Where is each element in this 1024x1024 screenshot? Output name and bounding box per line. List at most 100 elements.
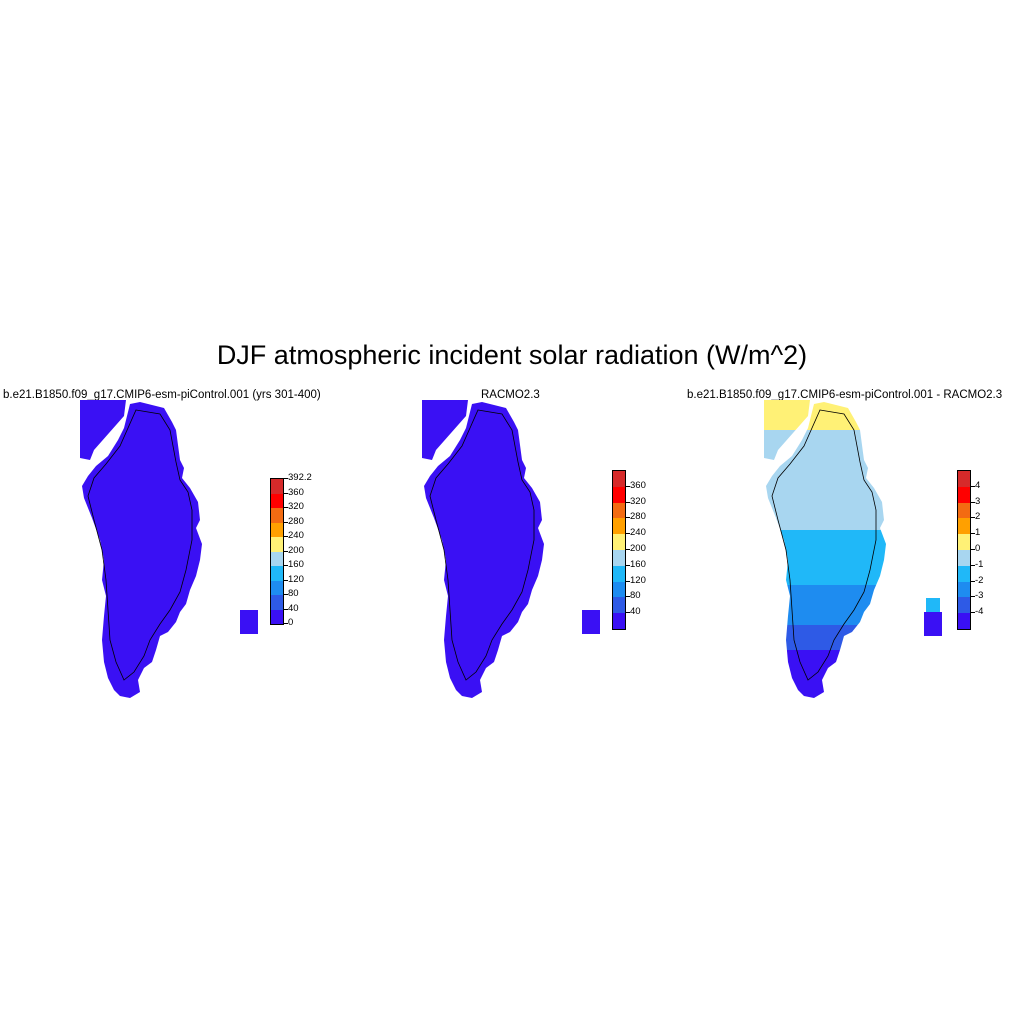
colorbar-tick-label: -3 — [975, 590, 984, 602]
colorbar-segment — [958, 581, 970, 598]
colorbar-segment — [271, 479, 283, 494]
colorbar-tick-label: 2 — [975, 511, 981, 523]
colorbar-tick — [971, 612, 975, 614]
coastline-racmo — [429, 409, 535, 681]
colorbar-tick — [626, 564, 630, 566]
greenland-map-racmo — [422, 400, 600, 698]
band-south — [764, 650, 886, 698]
band-middle — [764, 530, 886, 585]
colorbar-segment — [613, 581, 625, 598]
island-difference-a — [926, 598, 940, 612]
colorbar-tick-label: 0 — [288, 617, 294, 628]
colorbar-segment — [613, 565, 625, 582]
panel-title-model: b.e21.B1850.f09_g17.CMIP6-esm-piControl.… — [3, 389, 321, 401]
greenland-map-difference — [764, 400, 942, 698]
band-lower — [764, 585, 886, 625]
colorbar-tick-label: 40 — [630, 606, 641, 618]
colorbar-tick-label: -4 — [975, 606, 984, 618]
colorbar-tick-label: 320 — [288, 501, 304, 512]
colorbar-segment — [271, 609, 283, 624]
colorbar-tick — [971, 517, 975, 519]
colorbar-tick-label: 392.2 — [288, 472, 312, 483]
colorbar-tick — [284, 565, 288, 566]
colorbar-segment — [958, 502, 970, 519]
colorbar-segment — [958, 549, 970, 566]
colorbar-tick — [284, 521, 288, 523]
greenland-field-racmo — [422, 400, 544, 698]
colorbar-segment — [958, 486, 970, 503]
island-racmo — [582, 610, 600, 634]
colorbar-tick-label: 360 — [288, 486, 304, 498]
colorbar-tick-label: 200 — [288, 544, 304, 556]
colorbar-segment — [613, 613, 625, 629]
colorbar-segment — [613, 502, 625, 519]
colorbar-segment — [271, 580, 283, 595]
figure-title: DJF atmospheric incident solar radiation… — [216, 340, 808, 370]
colorbar-tick — [284, 507, 288, 508]
colorbar-tick — [626, 596, 630, 598]
coastline-model — [87, 409, 193, 681]
panel-title-racmo: RACMO2.3 — [481, 389, 540, 401]
colorbar-segment — [958, 565, 970, 582]
colorbar-tick — [284, 594, 288, 595]
colorbar-tick — [971, 485, 975, 487]
colorbar-segment — [271, 508, 283, 523]
colorbar-segment — [613, 549, 625, 566]
colorbar-tick — [284, 478, 288, 479]
colorbar-tick-label: 1 — [975, 527, 981, 539]
colorbar-tick-label: 120 — [288, 573, 304, 585]
colorbar-segment — [613, 471, 625, 487]
colorbar-tick-label: 280 — [630, 511, 646, 523]
colorbar-tick-label: 200 — [630, 543, 646, 554]
colorbar-segment — [613, 534, 625, 550]
colorbar-segment — [958, 597, 970, 614]
colorbar-tick — [626, 533, 630, 535]
island-difference-b — [924, 612, 942, 636]
colorbar-tick — [626, 612, 630, 614]
colorbar-segment — [958, 534, 970, 550]
colorbar-tick-label: 280 — [288, 515, 304, 527]
panel-title-difference: b.e21.B1850.f09_g17.CMIP6-esm-piControl.… — [687, 389, 1003, 401]
island-model — [240, 610, 258, 634]
colorbar-segment — [271, 551, 283, 566]
colorbar-tick — [971, 596, 975, 598]
colorbar-tick — [284, 536, 288, 537]
colorbar-segment — [271, 493, 283, 508]
colorbar-tick-label: 3 — [975, 495, 981, 507]
colorbar-tick — [284, 550, 288, 552]
colorbar-segment — [958, 471, 970, 487]
colorbar-tick-label: 80 — [630, 590, 641, 602]
band-upper — [764, 430, 886, 530]
colorbar-difference — [957, 470, 971, 630]
colorbar-tick-label: 360 — [630, 479, 646, 491]
greenland-map-model — [80, 400, 258, 698]
colorbar-tick — [626, 485, 630, 487]
colorbar-tick — [626, 549, 630, 550]
colorbar-tick — [971, 564, 975, 566]
colorbar-tick-label: 160 — [630, 558, 646, 570]
colorbar-segment — [613, 597, 625, 614]
colorbar-tick — [284, 492, 288, 494]
colorbar-tick-label: 160 — [288, 559, 304, 570]
colorbar-segment — [271, 566, 283, 581]
colorbar-tick-label: 240 — [288, 530, 304, 541]
band-north — [764, 400, 886, 430]
colorbar-tick-label: 40 — [288, 602, 299, 614]
colorbar-tick-label: 240 — [630, 527, 646, 539]
coastline-difference — [771, 409, 877, 681]
colorbar-tick — [284, 623, 288, 624]
colorbar-tick — [971, 580, 975, 582]
colorbar-racmo — [612, 470, 626, 630]
colorbar-segment — [271, 537, 283, 552]
colorbar-tick-label: 320 — [630, 495, 646, 507]
band-deep — [764, 625, 886, 650]
colorbar-segment — [613, 518, 625, 535]
colorbar-tick-label: 120 — [630, 574, 646, 586]
colorbar-tick — [626, 501, 630, 503]
colorbar-segment — [958, 518, 970, 535]
colorbar-segment — [958, 613, 970, 629]
colorbar-segment — [271, 595, 283, 610]
colorbar-tick — [626, 580, 630, 582]
colorbar-tick-label: 4 — [975, 479, 981, 491]
colorbar-tick — [284, 608, 288, 610]
